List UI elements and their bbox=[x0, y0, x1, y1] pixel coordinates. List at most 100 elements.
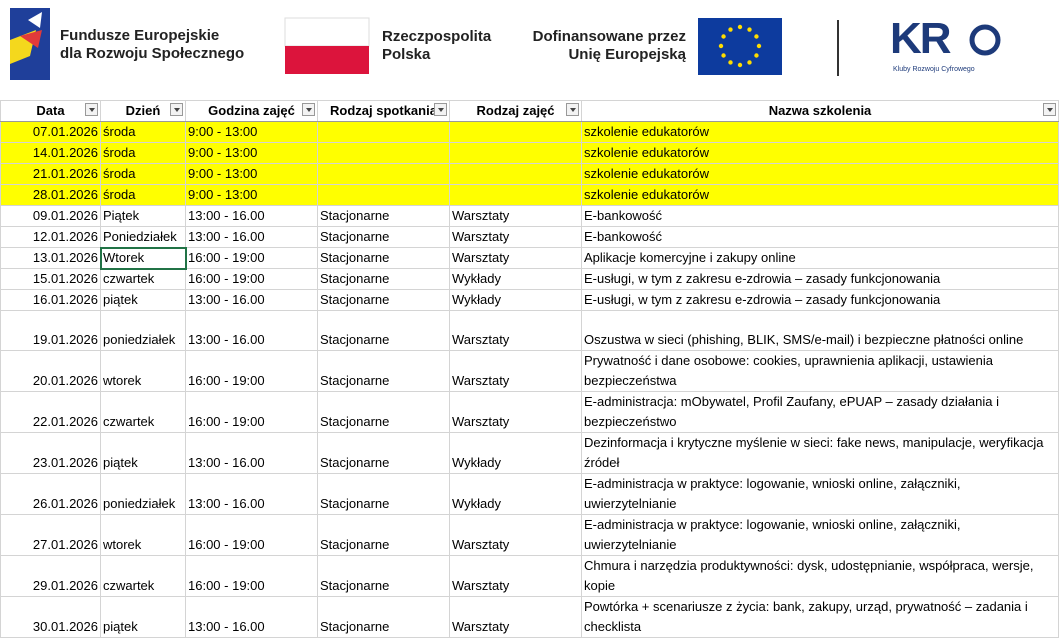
table-cell: szkolenie edukatorów bbox=[581, 142, 1059, 164]
table-cell: 9:00 - 13:00 bbox=[185, 163, 318, 185]
table-row: 21.01.2026 środa 9:00 - 13:00 szkolenie edu… bbox=[0, 163, 1059, 185]
table-cell: 16:00 - 19:00 bbox=[185, 350, 318, 392]
filter-button[interactable] bbox=[434, 103, 447, 116]
table-cell: 16:00 - 19:00 bbox=[185, 268, 318, 290]
column-header: Godzina zajęć bbox=[185, 100, 318, 122]
table-cell: E-bankowość bbox=[581, 205, 1059, 227]
filter-button[interactable] bbox=[302, 103, 315, 116]
table-row: 22.01.2026 czwartek 16:00 - 19:00 Stacjonar… bbox=[0, 391, 1059, 433]
logo-line: Dofinansowane przez bbox=[532, 28, 686, 45]
table-cell: czwartek bbox=[100, 268, 186, 290]
table-cell: 27.01.2026 bbox=[0, 514, 101, 556]
table-cell bbox=[317, 163, 450, 185]
table-cell: Wykłady bbox=[449, 268, 582, 290]
table-cell: 13:00 - 16.00 bbox=[185, 596, 318, 638]
table-cell: 26.01.2026 bbox=[0, 473, 101, 515]
table-cell: Chmura i narzędzia produktywności: dysk,… bbox=[581, 555, 1059, 597]
table-cell: 13:00 - 16.00 bbox=[185, 310, 318, 351]
table-row: 29.01.2026 czwartek 16:00 - 19:00 Stacjonar… bbox=[0, 555, 1059, 597]
table-cell: E-administracja: mObywatel, Profil Zaufa… bbox=[581, 391, 1059, 433]
krc-logo bbox=[969, 24, 1001, 56]
column-header: Rodzaj spotkania bbox=[317, 100, 450, 122]
table-row: 12.01.2026 Poniedziałek 13:00 - 16.00 Stacj… bbox=[0, 226, 1059, 248]
table-cell: 12.01.2026 bbox=[0, 226, 101, 248]
table-cell: 13:00 - 16.00 bbox=[185, 473, 318, 515]
table-cell: Poniedziałek bbox=[100, 226, 186, 248]
table-cell: 14.01.2026 bbox=[0, 142, 101, 164]
logo-text: Fundusze Europejskie dla Rozwoju Społeczn… bbox=[60, 27, 244, 63]
table-row: 20.01.2026 wtorek 16:00 - 19:00 Stacjonarne… bbox=[0, 350, 1059, 392]
column-header: Dzień bbox=[100, 100, 186, 122]
filter-button[interactable] bbox=[85, 103, 98, 116]
table-cell: 9:00 - 13:00 bbox=[185, 121, 318, 143]
table-cell: szkolenie edukatorów bbox=[581, 163, 1059, 185]
star bbox=[737, 24, 743, 30]
logo-graphics bbox=[10, 8, 1001, 80]
table-cell: 16.01.2026 bbox=[0, 289, 101, 311]
table-cell: 13.01.2026 bbox=[0, 247, 101, 269]
logo-text: Rzeczpospolita Polska bbox=[382, 28, 491, 64]
star bbox=[747, 27, 752, 32]
table-cell: 29.01.2026 bbox=[0, 555, 101, 597]
table-cell: czwartek bbox=[100, 555, 186, 597]
table-cell: Warsztaty bbox=[449, 555, 582, 597]
table-cell: 16:00 - 19:00 bbox=[185, 391, 318, 433]
filter-button[interactable] bbox=[1043, 103, 1056, 116]
table-cell: 23.01.2026 bbox=[0, 432, 101, 474]
table-cell: 9:00 - 13:00 bbox=[185, 184, 318, 206]
table-cell: 22.01.2026 bbox=[0, 391, 101, 433]
filter-button[interactable] bbox=[566, 103, 579, 116]
table-cell: środa bbox=[100, 142, 186, 164]
table-cell: 13:00 - 16.00 bbox=[185, 205, 318, 227]
table-cell: E-administracja w praktyce: logowanie, w… bbox=[581, 473, 1059, 515]
logo-line: dla Rozwoju Społecznego bbox=[60, 45, 245, 62]
star bbox=[756, 43, 762, 49]
table-cell: Stacjonarne bbox=[317, 289, 450, 311]
logo-line: Polska bbox=[382, 46, 431, 63]
table-cell: E-administracja w praktyce: logowanie, w… bbox=[581, 514, 1059, 556]
pl-flag bbox=[285, 46, 369, 74]
star bbox=[728, 27, 733, 32]
table-cell: 13:00 - 16.00 bbox=[185, 432, 318, 474]
table-cell: 07.01.2026 bbox=[0, 121, 101, 143]
table-cell: Oszustwa w sieci (phishing, BLIK, SMS/e-… bbox=[581, 310, 1059, 351]
table-cell: E-usługi, w tym z zakresu e-zdrowia – za… bbox=[581, 289, 1059, 311]
star bbox=[747, 60, 752, 65]
table-cell: poniedziałek bbox=[100, 473, 186, 515]
eu-stars bbox=[718, 24, 762, 68]
table-cell: Warsztaty bbox=[449, 226, 582, 248]
table-cell bbox=[317, 142, 450, 164]
table-cell: piątek bbox=[100, 289, 186, 311]
table-cell: Stacjonarne bbox=[317, 268, 450, 290]
table-cell: Warsztaty bbox=[449, 391, 582, 433]
table-cell: E-usługi, w tym z zakresu e-zdrowia – za… bbox=[581, 268, 1059, 290]
table-cell: Dezinformacja i krytyczne myślenie w sie… bbox=[581, 432, 1059, 474]
table-cell bbox=[449, 163, 582, 185]
column-header: Rodzaj zajęć bbox=[449, 100, 582, 122]
star bbox=[721, 34, 726, 39]
table-cell: czwartek bbox=[100, 391, 186, 433]
krc-caption: Kluby Rozwoju Cyfrowego bbox=[893, 66, 975, 73]
table-cell: Stacjonarne bbox=[317, 247, 450, 269]
table-row: 30.01.2026 piątek 13:00 - 16.00 Stacjonarne… bbox=[0, 596, 1059, 638]
table-cell: piątek bbox=[100, 432, 186, 474]
table-cell: Warsztaty bbox=[449, 350, 582, 392]
table-cell: Warsztaty bbox=[449, 310, 582, 351]
table-cell: 13:00 - 16.00 bbox=[185, 226, 318, 248]
table-cell: Wykłady bbox=[449, 473, 582, 515]
table-cell: Stacjonarne bbox=[317, 226, 450, 248]
table-cell: Warsztaty bbox=[449, 596, 582, 638]
table-cell: Stacjonarne bbox=[317, 555, 450, 597]
table-cell: poniedziałek bbox=[100, 310, 186, 351]
table-cell: Powtórka + scenariusze z życia: bank, za… bbox=[581, 596, 1059, 638]
table-row: 13.01.2026 Wtorek 16:00 - 19:00 Stacjonarne… bbox=[0, 246, 1059, 270]
table-cell: E-bankowość bbox=[581, 226, 1059, 248]
table-row: 28.01.2026 środa 9:00 - 13:00 szkolenie edu… bbox=[0, 184, 1059, 206]
star bbox=[728, 60, 733, 65]
filter-button[interactable] bbox=[170, 103, 183, 116]
table-cell: 09.01.2026 bbox=[0, 205, 101, 227]
schedule-table: Data Dzień Godzina zajęć Rodzaj spotkania Ro… bbox=[0, 100, 1059, 638]
table-cell: wtorek bbox=[100, 350, 186, 392]
table-row: 09.01.2026 Piątek 13:00 - 16.00 Stacjonarne… bbox=[0, 205, 1059, 227]
table-cell bbox=[317, 121, 450, 143]
